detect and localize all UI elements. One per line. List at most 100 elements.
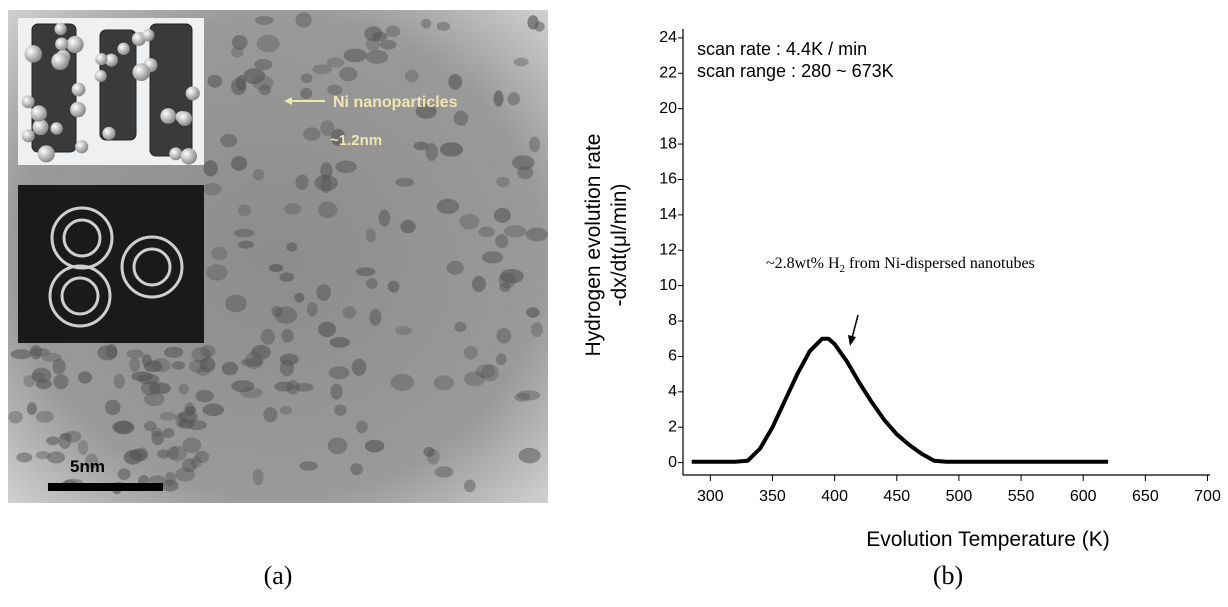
particle: [312, 64, 332, 75]
particle: [300, 73, 313, 84]
x-tick-label: 600: [1070, 488, 1097, 505]
particle: [207, 74, 223, 88]
particle: [295, 174, 309, 190]
peak-note-part: ~2.8wt% H: [766, 255, 840, 272]
y-axis-label: -dx/dt(μl/min): [608, 184, 631, 307]
particle: [254, 58, 273, 71]
particle: [495, 234, 509, 249]
particle: [206, 264, 228, 281]
particle: [395, 326, 412, 336]
particle: [364, 26, 383, 42]
particle: [413, 141, 429, 151]
particle: [327, 84, 343, 96]
particle: [143, 392, 165, 406]
particle: [295, 12, 312, 28]
particle: [420, 18, 432, 29]
particle: [320, 120, 335, 137]
particle: [294, 382, 314, 392]
particle: [525, 227, 548, 242]
particle: [512, 155, 535, 171]
ni-sphere: [185, 86, 200, 101]
particle: [471, 275, 486, 292]
particle: [159, 412, 177, 421]
arrow-head: [284, 97, 292, 105]
y-tick-label: 10: [659, 277, 677, 294]
ni-sphere: [55, 37, 69, 51]
nanotube-rings: [48, 206, 184, 328]
ni-sphere: [32, 119, 49, 136]
particle: [52, 358, 66, 375]
particle: [231, 380, 255, 393]
ni-sphere: [104, 53, 118, 67]
particle: [378, 209, 391, 227]
particle: [254, 15, 274, 25]
particle: [171, 361, 186, 370]
particle: [117, 468, 131, 481]
ni-sphere: [37, 145, 55, 163]
peak-note-part: from Ni-dispersed nanotubes: [845, 255, 1035, 272]
particle: [190, 456, 202, 468]
particle: [439, 142, 463, 157]
particle: [238, 204, 252, 217]
particle: [404, 69, 419, 83]
particle: [279, 272, 295, 282]
particle: [23, 375, 36, 388]
y-axis-label: Hydrogen evolution rate: [582, 134, 605, 357]
ni-sphere: [180, 148, 198, 165]
particle: [243, 68, 266, 85]
particle: [423, 446, 435, 458]
particle: [162, 428, 175, 439]
particle: [252, 169, 265, 181]
particle: [365, 49, 389, 64]
particle: [493, 207, 511, 223]
particle: [351, 358, 367, 376]
particle: [320, 162, 333, 180]
particle: [126, 349, 144, 359]
ni-sphere: [70, 101, 86, 118]
particle: [339, 66, 358, 82]
particle: [194, 450, 210, 463]
particle: [10, 349, 32, 360]
particle: [260, 328, 275, 345]
particle: [143, 421, 157, 432]
particle: [53, 374, 69, 390]
particle: [235, 75, 247, 91]
particle: [47, 451, 66, 464]
particle: [303, 127, 321, 141]
particle: [527, 15, 539, 30]
particle: [252, 75, 274, 91]
particle: [113, 373, 125, 389]
y-tick-label: 24: [659, 29, 677, 46]
particle: [294, 292, 305, 303]
particle: [342, 306, 357, 319]
particle: [231, 156, 248, 171]
particle: [329, 337, 351, 348]
particle: [335, 160, 357, 174]
particle: [129, 357, 141, 373]
particle: [35, 410, 54, 423]
particle: [164, 346, 184, 358]
scale-bar: [48, 483, 163, 491]
y-tick-label: 18: [659, 135, 677, 152]
particle: [493, 90, 504, 107]
particle: [211, 246, 228, 261]
particle: [268, 263, 284, 273]
particle: [314, 174, 338, 192]
particle: [182, 458, 197, 473]
x-tick-label: 650: [1132, 488, 1159, 505]
particle: [343, 48, 368, 63]
particle: [203, 160, 218, 177]
particle: [518, 447, 541, 464]
particle: [425, 143, 438, 161]
particle: [369, 308, 382, 326]
ni-sphere: [75, 140, 89, 154]
particle: [149, 475, 165, 485]
inset-top-view: [18, 185, 204, 343]
particle: [495, 353, 507, 366]
particle: [221, 361, 239, 376]
particle: [182, 437, 202, 453]
particle: [151, 358, 171, 373]
particle: [526, 307, 540, 318]
ni-sphere: [95, 53, 108, 66]
